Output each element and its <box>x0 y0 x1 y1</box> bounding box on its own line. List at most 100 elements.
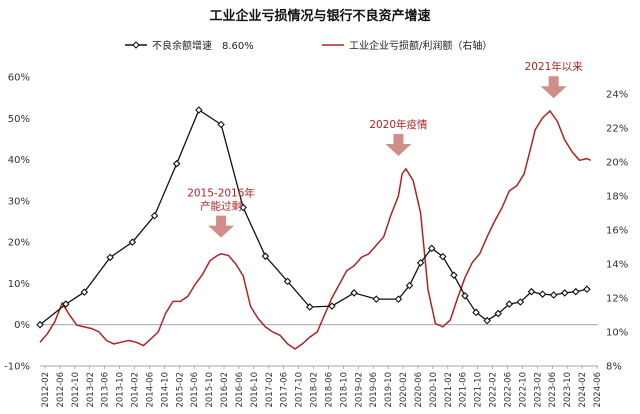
data-point-npl-growth <box>350 289 358 297</box>
data-point-npl-growth <box>427 244 436 253</box>
x-tick-label: 2012-10 <box>71 372 81 408</box>
x-tick-label: 2018-10 <box>339 372 349 408</box>
annotation-label: 产能过剩 <box>200 200 242 213</box>
x-tick-label: 2022-02 <box>489 372 499 408</box>
annotation-arrows <box>208 76 567 238</box>
x-tick-label: 2014-02 <box>131 372 141 408</box>
data-point-npl-growth <box>516 298 525 306</box>
data-point-npl-growth <box>472 308 480 317</box>
data-point-npl-growth <box>128 238 137 246</box>
data-point-npl-growth <box>195 106 203 114</box>
y-left-tick-label: 0% <box>14 320 30 331</box>
data-point-npl-growth <box>483 316 491 325</box>
x-tick-label: 2021-06 <box>459 372 469 408</box>
x-tick-label: 2012-06 <box>56 372 66 408</box>
y-left-tick-label: 60% <box>8 73 30 84</box>
annotation-label: 2021年以来 <box>525 60 584 73</box>
y-left-tick-label: 40% <box>8 155 30 166</box>
x-tick-label: 2020-06 <box>414 372 424 408</box>
data-point-npl-growth <box>461 292 469 300</box>
data-point-npl-growth <box>261 252 270 260</box>
chart-title: 工业企业亏损情况与银行不良资产增速 <box>209 8 430 24</box>
x-tick-label: 2014-06 <box>145 372 155 408</box>
legend: 不良余额增速 8.60% 工业企业亏损额/利润额（右轴） <box>125 39 492 52</box>
x-tick-label: 2017-06 <box>280 372 290 408</box>
y-right-tick-label: 22% <box>606 124 628 135</box>
legend-value-left: 8.60% <box>222 41 254 52</box>
data-point-npl-growth <box>439 252 447 261</box>
x-tick-label: 2024-02 <box>578 372 588 408</box>
series-markers-npl-growth <box>36 106 591 329</box>
series-line-loss-ratio <box>39 109 591 350</box>
data-point-npl-growth <box>328 302 336 310</box>
data-point-npl-growth <box>372 295 381 303</box>
x-tick-label: 2017-02 <box>265 372 275 408</box>
y-right-tick-label: 8% <box>606 362 622 373</box>
x-tick-label: 2013-06 <box>101 372 111 408</box>
x-tick-label: 2018-06 <box>324 372 334 408</box>
data-point-npl-growth <box>150 211 159 220</box>
y-right-tick-label: 24% <box>606 90 628 101</box>
annotation-label: 2020年疫情 <box>369 118 428 131</box>
x-tick-label: 2016-02 <box>220 372 230 408</box>
data-point-npl-growth <box>505 300 514 308</box>
x-tick-label: 2021-02 <box>444 372 454 408</box>
y-right-tick-label: 12% <box>606 294 628 305</box>
data-point-npl-growth <box>283 277 292 286</box>
x-tick-label: 2013-10 <box>116 372 126 408</box>
x-tick-label: 2020-02 <box>399 372 409 408</box>
data-point-npl-growth <box>450 271 458 279</box>
y-right-tick-label: 10% <box>606 328 628 339</box>
data-point-npl-growth <box>572 287 580 296</box>
y-left-tick-label: 30% <box>8 196 30 207</box>
x-tick-label: 2018-02 <box>310 372 320 408</box>
legend-label-left: 不良余额增速 <box>152 39 212 52</box>
annotation-label: 2015-2016年 <box>187 187 255 200</box>
annotation-arrow <box>385 134 412 156</box>
x-tick-label: 2014-10 <box>160 372 170 408</box>
series-line-npl-growth <box>39 109 588 326</box>
data-point-npl-growth <box>62 300 70 308</box>
data-point-npl-growth <box>305 303 314 311</box>
x-tick-label: 2020-10 <box>429 372 439 408</box>
x-tick-label: 2019-02 <box>354 372 364 408</box>
y-left-tick-label: 10% <box>8 279 30 290</box>
x-tick-label: 2015-02 <box>175 372 185 408</box>
data-point-npl-growth <box>494 309 503 318</box>
annotation-arrow <box>540 76 567 99</box>
y-right-tick-label: 16% <box>606 226 628 237</box>
data-point-npl-growth <box>416 259 425 267</box>
data-point-npl-growth <box>106 253 114 262</box>
legend-marker-left <box>132 41 140 49</box>
x-tick-label: 2019-06 <box>369 372 379 408</box>
x-tick-label: 2021-10 <box>474 372 484 408</box>
x-tick-label: 2016-10 <box>250 372 260 408</box>
x-tick-label: 2015-10 <box>205 372 215 408</box>
data-point-npl-growth <box>583 285 591 293</box>
x-tick-label: 2012-02 <box>41 372 51 408</box>
data-point-npl-growth <box>394 295 403 303</box>
data-point-npl-growth <box>538 290 547 298</box>
data-point-npl-growth <box>36 320 44 329</box>
y-right-tick-label: 18% <box>606 192 628 203</box>
x-tick-label: 2024-06 <box>593 372 603 408</box>
y-right-tick-label: 20% <box>606 158 628 169</box>
x-axis: 2012-02 2012-06 2012-10 2013-02 2013-06 2013-… <box>41 366 603 408</box>
y-right-tick-label: 14% <box>606 260 628 271</box>
x-tick-label: 2015-06 <box>190 372 200 408</box>
data-point-npl-growth <box>527 287 536 296</box>
x-tick-label: 2023-02 <box>533 372 543 408</box>
data-point-npl-growth <box>172 159 181 168</box>
x-tick-label: 2017-10 <box>295 372 305 408</box>
x-tick-label: 2023-10 <box>563 372 573 408</box>
data-point-npl-growth <box>405 281 414 290</box>
data-point-npl-growth <box>217 120 225 129</box>
x-tick-label: 2016-06 <box>235 372 245 408</box>
data-point-npl-growth <box>80 288 89 296</box>
x-tick-label: 2019-10 <box>384 372 394 408</box>
y-axis-right: 8% 10% 12% 14% 16% 18% 20% 22% 24% <box>606 90 628 373</box>
x-tick-label: 2022-10 <box>518 372 528 408</box>
annotation-arrow <box>208 215 235 238</box>
y-left-tick-label: -10% <box>4 362 30 373</box>
